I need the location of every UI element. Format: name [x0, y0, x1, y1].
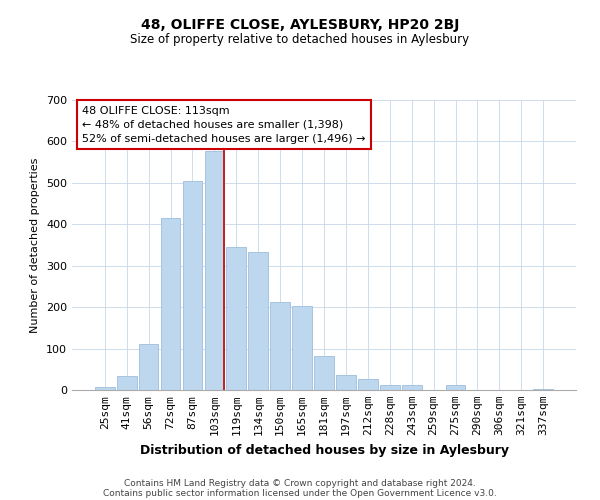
Bar	[270, 302, 290, 390]
Y-axis label: Number of detached properties: Number of detached properties	[31, 158, 40, 332]
Text: Contains public sector information licensed under the Open Government Licence v3: Contains public sector information licen…	[103, 488, 497, 498]
Bar	[117, 376, 137, 390]
Bar	[358, 379, 378, 390]
Bar	[205, 150, 224, 390]
Bar	[446, 385, 466, 390]
Text: Contains HM Land Registry data © Crown copyright and database right 2024.: Contains HM Land Registry data © Crown c…	[124, 478, 476, 488]
Bar	[533, 389, 553, 390]
Bar	[161, 218, 181, 390]
Bar	[95, 386, 115, 390]
Bar	[336, 374, 356, 390]
Bar	[292, 306, 312, 390]
Bar	[226, 247, 246, 390]
X-axis label: Distribution of detached houses by size in Aylesbury: Distribution of detached houses by size …	[139, 444, 509, 456]
Bar	[380, 385, 400, 390]
Bar	[314, 356, 334, 390]
Bar	[182, 181, 202, 390]
Bar	[139, 344, 158, 390]
Text: Size of property relative to detached houses in Aylesbury: Size of property relative to detached ho…	[130, 32, 470, 46]
Text: 48, OLIFFE CLOSE, AYLESBURY, HP20 2BJ: 48, OLIFFE CLOSE, AYLESBURY, HP20 2BJ	[141, 18, 459, 32]
Bar	[402, 385, 422, 390]
Bar	[248, 252, 268, 390]
Text: 48 OLIFFE CLOSE: 113sqm
← 48% of detached houses are smaller (1,398)
52% of semi: 48 OLIFFE CLOSE: 113sqm ← 48% of detache…	[82, 106, 365, 144]
